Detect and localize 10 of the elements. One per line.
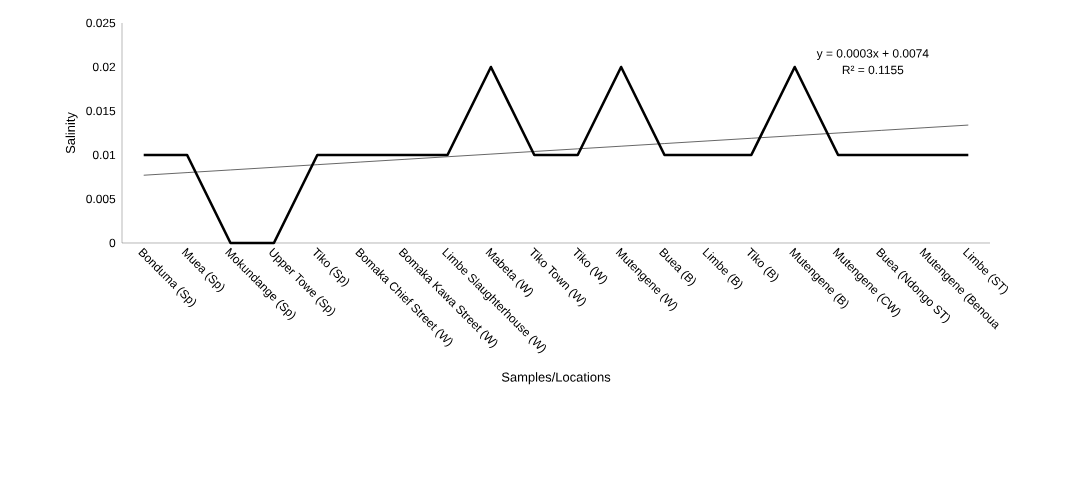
y-tick-label: 0 <box>109 238 116 248</box>
annotation: y = 0.0003x + 0.0074 <box>816 49 929 61</box>
y-tick-label: 0.02 <box>92 62 116 72</box>
y-tick-label: 0.025 <box>86 18 116 28</box>
y-tick-label: 0.015 <box>86 106 116 116</box>
y-tick-label: 0.005 <box>86 194 116 204</box>
y-axis-title: Salinity <box>65 112 78 154</box>
annotation: R² = 0.1155 <box>842 65 904 75</box>
x-axis-title: Samples/Locations <box>501 372 611 385</box>
y-tick-label: 0.01 <box>92 150 116 160</box>
